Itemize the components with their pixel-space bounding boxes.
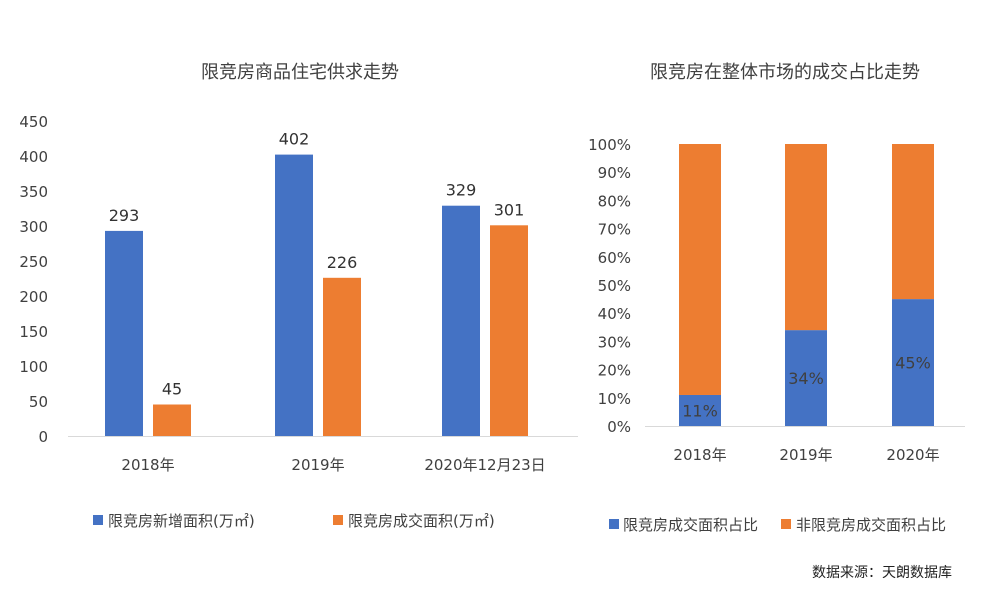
chart2-legend-label: 非限竞房成交面积占比 <box>796 516 946 534</box>
chart2-category-label: 2018年 <box>673 446 726 464</box>
chart1-y-tick-label: 150 <box>19 323 48 341</box>
chart2-y-tick-label: 40% <box>598 305 631 323</box>
chart2-legend-swatch <box>609 519 619 529</box>
chart1-legend-label: 限竞房新增面积(万㎡) <box>108 512 255 530</box>
chart1-bar <box>153 404 191 436</box>
chart1-category-label: 2019年 <box>291 456 344 474</box>
chart1-data-label: 226 <box>327 253 358 272</box>
chart2-data-label: 34% <box>788 369 824 388</box>
data-source-note: 数据来源：天朗数据库 <box>812 565 952 581</box>
chart2-y-tick-label: 80% <box>598 192 631 210</box>
chart1-legend-swatch <box>93 515 103 525</box>
chart2-y-tick-label: 10% <box>598 390 631 408</box>
chart1-bar <box>490 225 528 436</box>
chart2-y-tick-label: 90% <box>598 164 631 182</box>
chart1-y-tick-label: 450 <box>19 113 48 131</box>
chart2-bar-segment <box>892 299 934 426</box>
chart2-legend-swatch <box>781 519 791 529</box>
chart2-y-tick-label: 100% <box>588 136 631 154</box>
chart2-y-tick-label: 0% <box>607 418 631 436</box>
chart1-data-label: 45 <box>162 380 182 399</box>
chart2-y-tick-label: 30% <box>598 333 631 351</box>
chart1-data-label: 301 <box>494 200 525 219</box>
chart2-bar-segment <box>785 330 827 426</box>
chart1-y-tick-label: 200 <box>19 288 48 306</box>
chart1-bar <box>323 277 361 436</box>
chart2-category-label: 2019年 <box>779 446 832 464</box>
chart1-category-label: 2018年 <box>121 456 174 474</box>
chart2-legend-label: 限竞房成交面积占比 <box>623 516 758 534</box>
chart1-y-tick-label: 400 <box>19 148 48 166</box>
chart1-y-tick-label: 250 <box>19 253 48 271</box>
chart1-y-tick-label: 300 <box>19 218 48 236</box>
chart2-y-tick-label: 70% <box>598 221 631 239</box>
chart1-category-label: 2020年12月23日 <box>424 456 545 474</box>
chart1-legend-swatch <box>333 515 343 525</box>
chart1-title: 限竞房商品住宅供求走势 <box>201 62 399 83</box>
chart1-y-tick-label: 50 <box>29 393 48 411</box>
chart1-data-label: 293 <box>109 206 140 225</box>
chart2-title: 限竞房在整体市场的成交占比走势 <box>650 62 920 83</box>
chart1-y-tick-label: 100 <box>19 358 48 376</box>
chart2-bar-segment <box>785 144 827 331</box>
chart2-data-label: 11% <box>682 401 718 420</box>
chart1-data-label: 329 <box>446 181 477 200</box>
chart2-y-tick-label: 50% <box>598 277 631 295</box>
chart2-y-tick-label: 20% <box>598 362 631 380</box>
chart2-category-label: 2020年 <box>886 446 939 464</box>
chart2-y-tick-label: 60% <box>598 249 631 267</box>
chart1-legend-label: 限竞房成交面积(万㎡) <box>348 512 495 530</box>
chart1-data-label: 402 <box>279 130 310 149</box>
chart2-bar-segment <box>892 144 934 300</box>
chart2-bar-segment <box>679 144 721 395</box>
chart1-y-tick-label: 350 <box>19 183 48 201</box>
chart2-data-label: 45% <box>895 354 931 373</box>
chart1-bar <box>275 154 313 436</box>
chart1-y-tick-label: 0 <box>38 428 48 446</box>
chart2-bar-segment <box>679 394 721 426</box>
chart1-bar <box>442 205 480 436</box>
chart1-bar <box>105 230 143 436</box>
